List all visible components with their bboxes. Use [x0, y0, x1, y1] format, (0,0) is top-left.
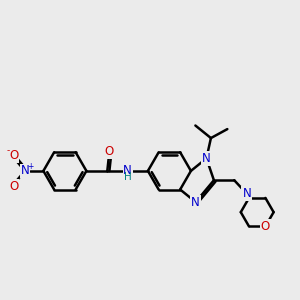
Text: N: N — [20, 164, 29, 177]
Text: O: O — [105, 145, 114, 158]
Text: N: N — [123, 164, 132, 177]
Text: N: N — [191, 196, 200, 208]
Text: -: - — [7, 146, 10, 155]
Text: +: + — [27, 162, 33, 171]
Text: O: O — [9, 149, 18, 162]
Text: H: H — [124, 172, 132, 182]
Text: O: O — [261, 220, 270, 233]
Text: N: N — [242, 187, 251, 200]
Text: N: N — [202, 152, 211, 165]
Text: O: O — [9, 180, 18, 193]
